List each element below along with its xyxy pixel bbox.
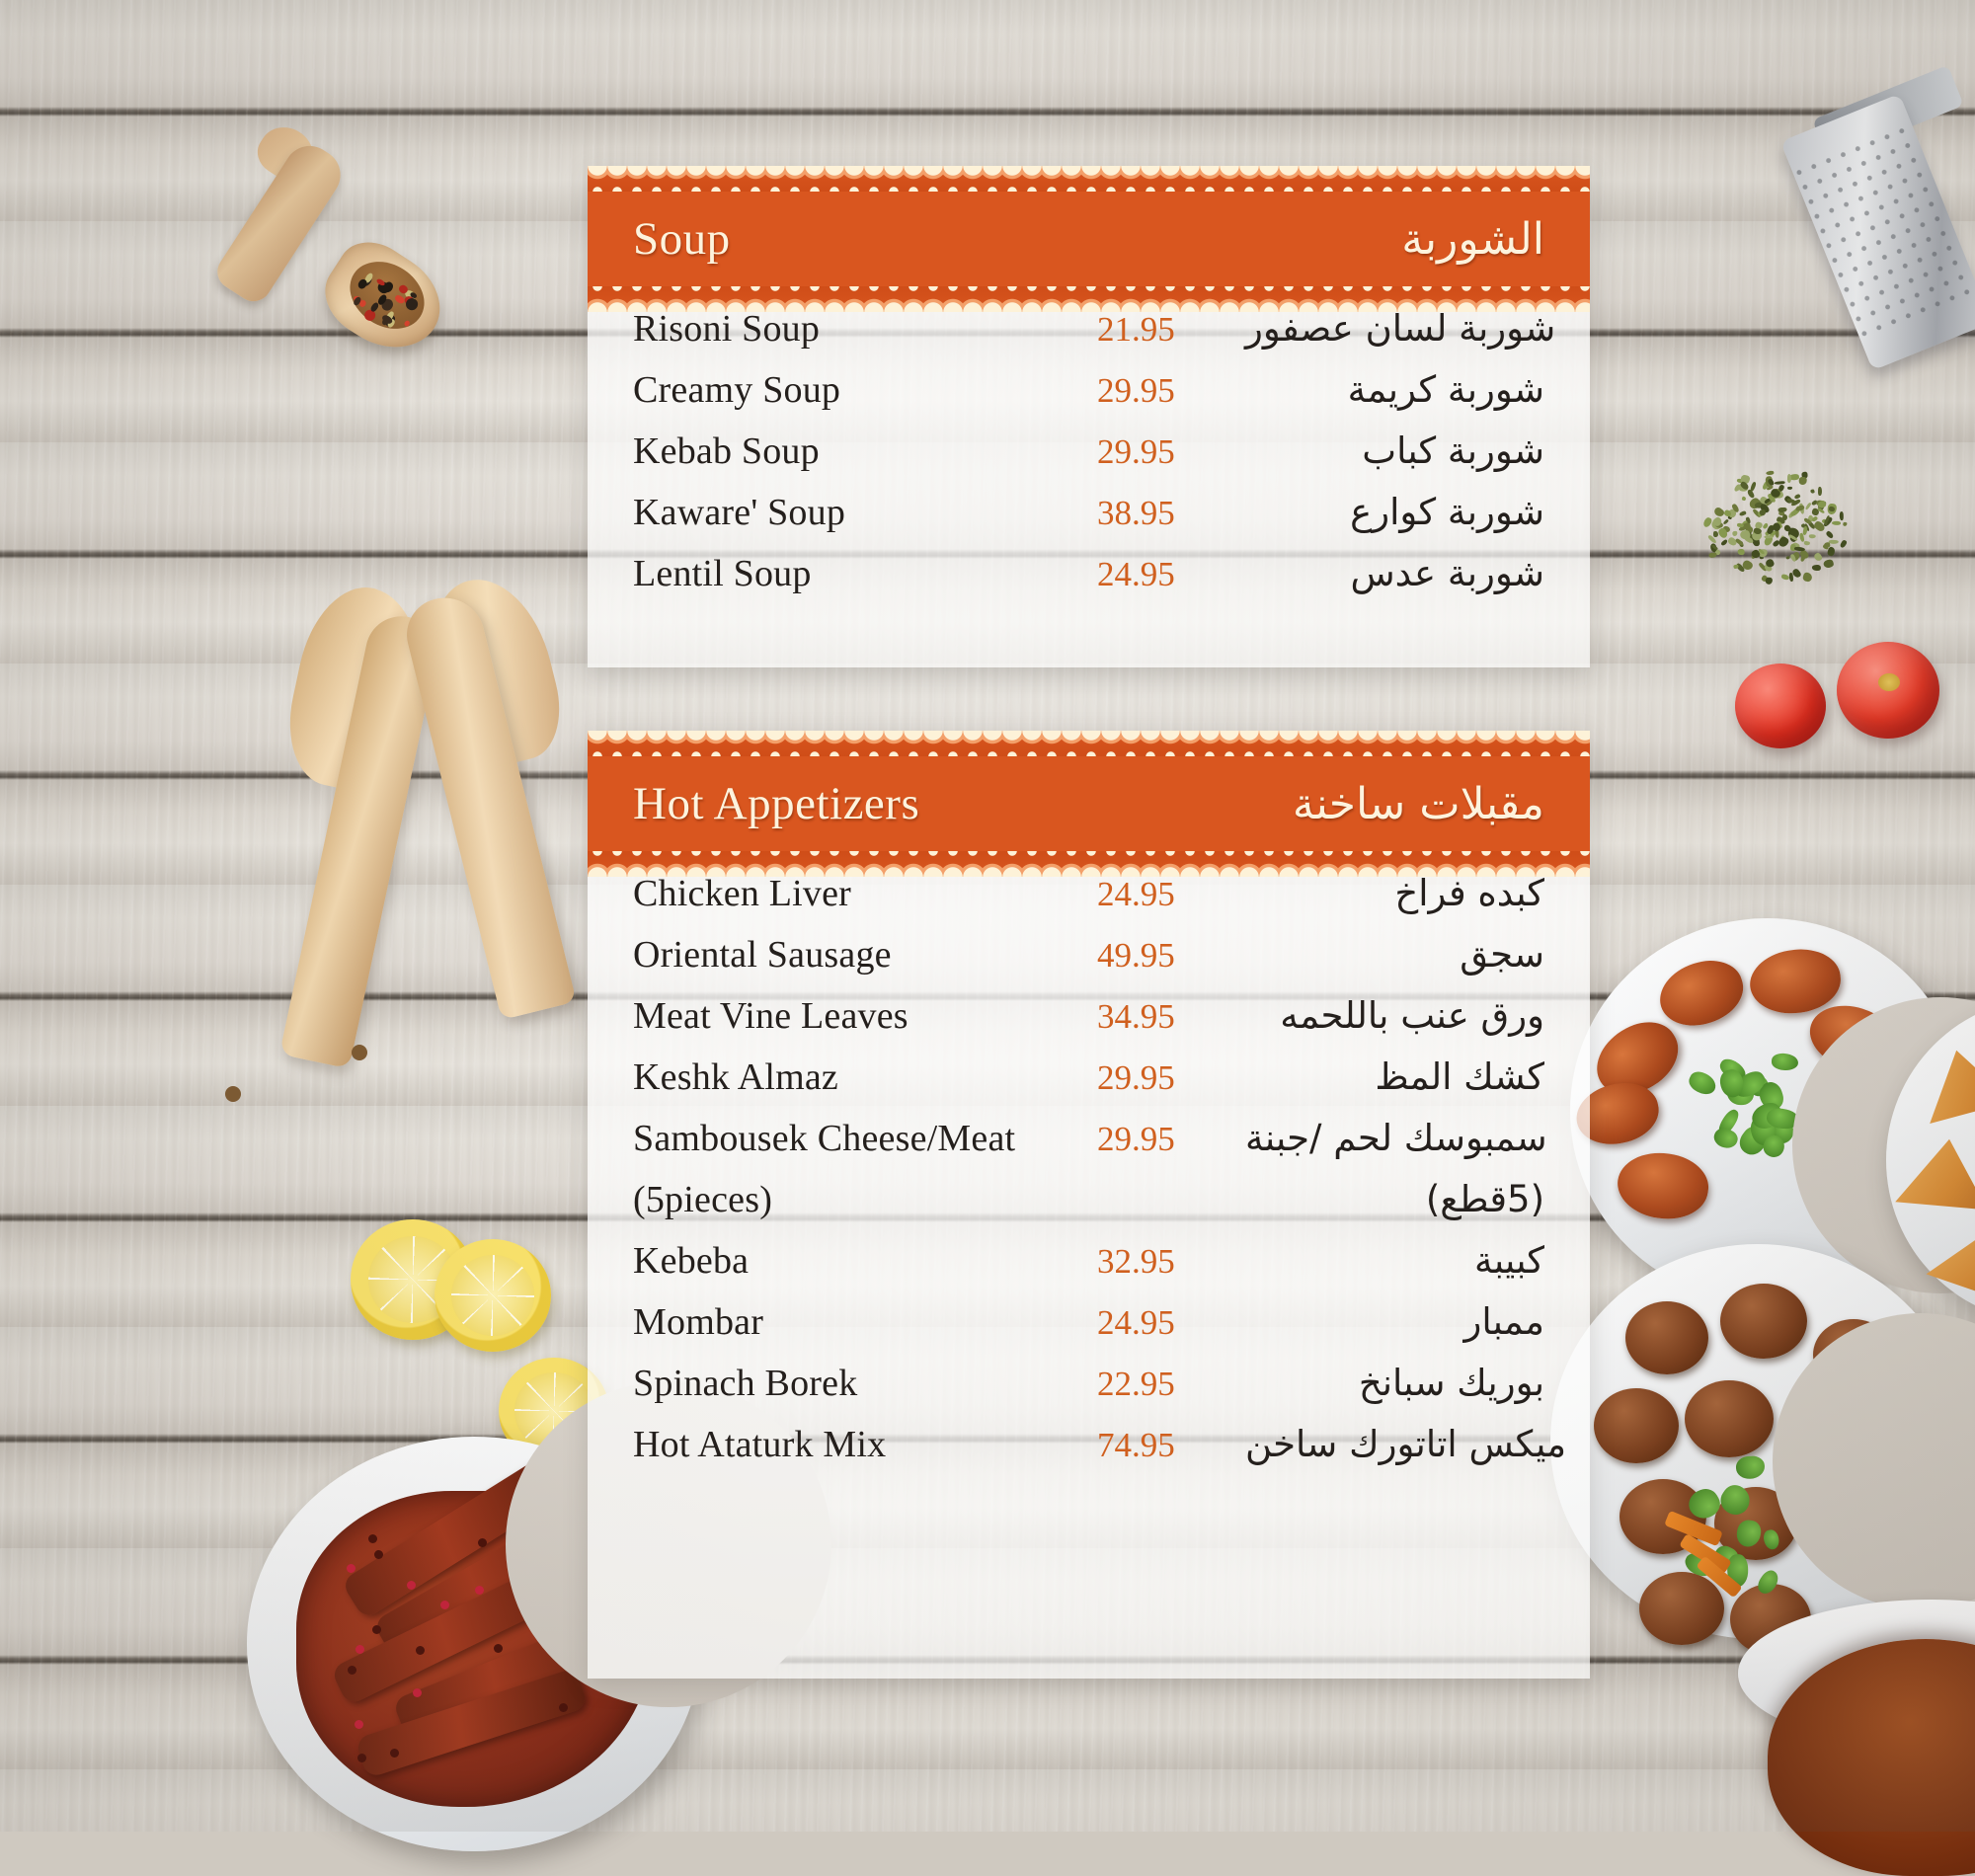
menu-row: Hot Ataturk Mix 74.95 ميكس اتاتورك ساخن [633, 1414, 1544, 1475]
menu-item-price: 34.95 [1097, 997, 1245, 1037]
section-header-soup: Soup الشوربة [588, 192, 1590, 286]
menu-item-name-en: Keshk Almaz [633, 1055, 1097, 1099]
menu-item-name-ar: شوربة كوارع [1245, 491, 1544, 533]
menu-item-price: 24.95 [1097, 875, 1245, 914]
menu-item-price: 29.95 [1097, 371, 1245, 411]
menu-item-name-ar: ميكس اتاتورك ساخن [1245, 1423, 1566, 1465]
section-title-en-hot: Hot Appetizers [633, 777, 919, 830]
menu-row: Kebab Soup 29.95 شوربة كباب [633, 421, 1544, 482]
menu-item-price: 32.95 [1097, 1242, 1245, 1282]
menu-item-name-ar: كبيبة [1245, 1239, 1544, 1282]
menu-section-hot-appetizers: Hot Appetizers مقبلات ساخنة Chicken Live… [588, 731, 1590, 1679]
menu-item-name-en: Spinach Borek [633, 1362, 1097, 1405]
menu-row: Kaware' Soup 38.95 شوربة كوارع [633, 482, 1544, 543]
ornament-band-top-hot [588, 731, 1590, 756]
section-header-hot-appetizers: Hot Appetizers مقبلات ساخنة [588, 756, 1590, 851]
section-title-en-soup: Soup [633, 212, 731, 266]
menu-item-name-en: Kebab Soup [633, 430, 1097, 473]
menu-item-price: 29.95 [1097, 432, 1245, 472]
menu-item-name-en: Meat Vine Leaves [633, 994, 1097, 1038]
menu-row: Sambousek Cheese/Meat 29.95 سمبوسك لحم /جب… [633, 1108, 1544, 1169]
section-title-ar-hot: مقبلات ساخنة [1293, 779, 1544, 829]
ornament-band-top-soup [588, 166, 1590, 192]
menu-item-name-en: Risoni Soup [633, 307, 1097, 351]
ornament-band-bottom-soup [588, 286, 1590, 312]
menu-item-price: 74.95 [1097, 1426, 1245, 1465]
menu-item-price: 24.95 [1097, 1303, 1245, 1343]
menu-row: Keshk Almaz 29.95 كشك المظ [633, 1047, 1544, 1108]
menu-row: Oriental Sausage 49.95 سجق [633, 924, 1544, 985]
menu-item-name-ar: شوربة لسان عصفور [1245, 307, 1555, 350]
menu-row: Mombar 24.95 ممبار [633, 1291, 1544, 1353]
menu-item-name-en: Kaware' Soup [633, 491, 1097, 534]
ornament-band-bottom-hot [588, 851, 1590, 877]
menu-item-name-ar: سجق [1245, 933, 1544, 976]
menu-row: Kebeba 32.95 كبيبة [633, 1230, 1544, 1291]
menu-item-name-en: Chicken Liver [633, 872, 1097, 915]
menu-item-name-ar: شوربة كباب [1245, 430, 1544, 472]
menu-row: Lentil Soup 24.95 شوربة عدس [633, 543, 1544, 604]
menu-row: Creamy Soup 29.95 شوربة كريمة [633, 359, 1544, 421]
menu-item-name-ar: ورق عنب باللحمه [1245, 994, 1544, 1037]
menu-item-price: 29.95 [1097, 1058, 1245, 1098]
menu-item-name-ar: بوريك سبانخ [1245, 1362, 1544, 1404]
menu-item-name-ar: (5قطع) [1245, 1178, 1544, 1220]
menu-item-price: 21.95 [1097, 310, 1245, 350]
menu-item-name-ar: شوربة كريمة [1245, 368, 1544, 411]
menu-row: (5pieces) (5قطع) [633, 1169, 1544, 1230]
menu-item-name-en: Creamy Soup [633, 368, 1097, 412]
section-title-bar-hot: Hot Appetizers مقبلات ساخنة [588, 756, 1590, 851]
menu-item-price: 22.95 [1097, 1365, 1245, 1404]
menu-item-price: 38.95 [1097, 494, 1245, 533]
menu-item-price: 29.95 [1097, 1120, 1245, 1159]
menu-item-name-en: Sambousek Cheese/Meat [633, 1117, 1097, 1160]
menu-item-name-en: Lentil Soup [633, 552, 1097, 595]
menu-item-name-en: Kebeba [633, 1239, 1097, 1283]
menu-row: Spinach Borek 22.95 بوريك سبانخ [633, 1353, 1544, 1414]
menu-item-name-en: Oriental Sausage [633, 933, 1097, 977]
menu-item-name-ar: ممبار [1245, 1300, 1544, 1343]
menu-item-name-ar: سمبوسك لحم /جبنة [1245, 1117, 1547, 1159]
menu-item-price: 24.95 [1097, 555, 1245, 594]
section-title-ar-soup: الشوربة [1401, 214, 1544, 265]
menu-item-name-ar: كبده فراخ [1245, 872, 1544, 914]
menu-item-list-hot-appetizers: Chicken Liver 24.95 كبده فراخ Oriental Saus… [588, 851, 1590, 1493]
menu-item-name-en: Mombar [633, 1300, 1097, 1344]
menu-item-price: 49.95 [1097, 936, 1245, 976]
menu-item-name-en: (5pieces) [633, 1178, 1097, 1221]
menu-row: Meat Vine Leaves 34.95 ورق عنب باللحمه [633, 985, 1544, 1047]
menu-item-name-en: Hot Ataturk Mix [633, 1423, 1097, 1466]
menu-item-name-ar: كشك المظ [1245, 1055, 1544, 1098]
menu-item-name-ar: شوربة عدس [1245, 552, 1544, 594]
menu-item-list-soup: Risoni Soup 21.95 شوربة لسان عصفور Creamy S… [588, 286, 1590, 622]
menu-section-soup: Soup الشوربة Risoni Soup 21.95 شوربة لسان … [588, 166, 1590, 667]
section-title-bar-soup: Soup الشوربة [588, 192, 1590, 286]
